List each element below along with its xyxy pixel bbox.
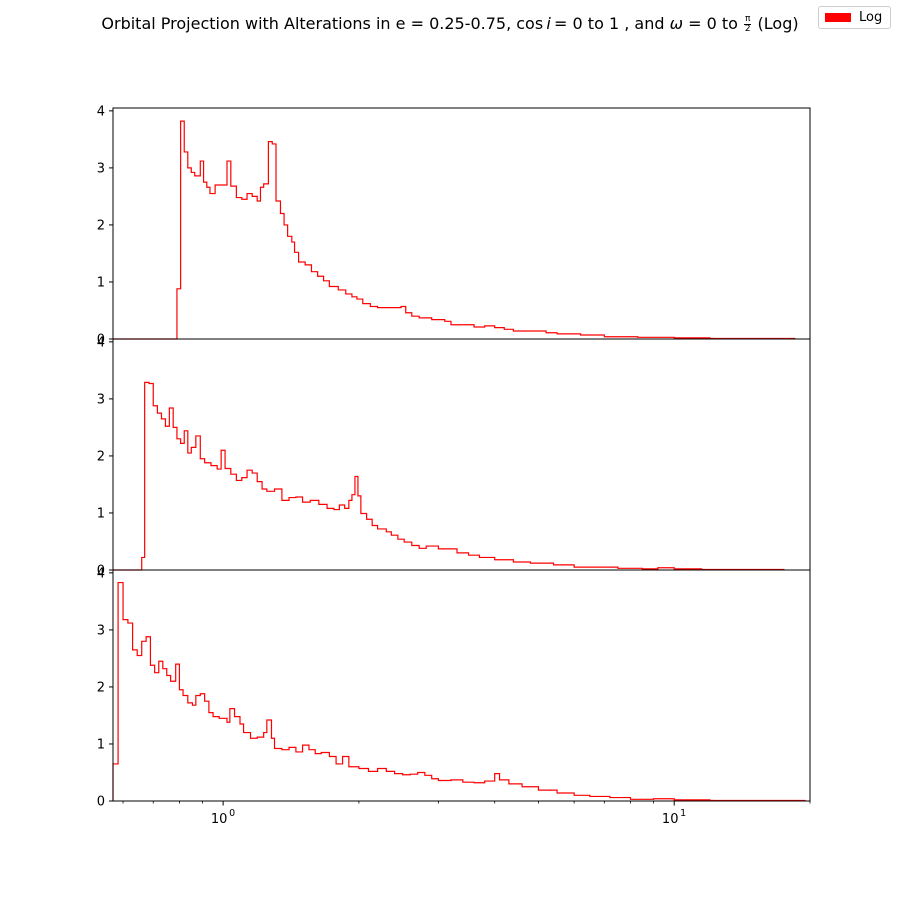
y-tick-label-2-2: 2 [97, 449, 105, 464]
title-frac-numerator: π [744, 14, 752, 25]
histogram-step-line-1 [113, 120, 796, 340]
y-tick-label-3-0: 0 [97, 795, 105, 810]
histogram-step-line-3 [112, 581, 806, 802]
histogram-panel-1: 0 1 2 3 4 [97, 104, 811, 348]
histogram-panel-2: 0 1 2 3 4 [97, 335, 811, 579]
y-tick-label-3-3: 3 [97, 623, 105, 638]
y-tick-label-2-4: 4 [97, 335, 105, 350]
axes-frame-2 [112, 338, 811, 571]
axes-frame-3 [112, 569, 811, 802]
x-tick-exponent-10: 1 [680, 808, 686, 819]
x-tick-label-1: 10 [211, 812, 228, 827]
title-mid: = 0 to 1 , and [554, 14, 665, 33]
histogram-panel-3: 0 1 2 3 4 [97, 566, 811, 810]
legend-swatch [825, 13, 851, 22]
y-tick-label-1-3: 3 [97, 161, 105, 176]
y-tick-label-1-0: 0 [97, 333, 105, 348]
title-suffix: (Log) [757, 14, 799, 33]
title-prefix: Orbital Projection with Alterations in e… [101, 14, 544, 33]
title-frac-denominator: 2 [744, 24, 751, 34]
x-tick-label-10: 10 [662, 812, 679, 827]
y-tick-label-1-1: 1 [97, 275, 105, 290]
legend-label: Log [859, 10, 883, 25]
y-tick-label-1-2: 2 [97, 218, 105, 233]
axes-frame-1 [112, 107, 811, 340]
title-after-omega: = 0 to [688, 14, 738, 33]
x-axis: 10 0 10 1 [122, 801, 811, 827]
y-tick-label-3-4: 4 [97, 566, 105, 581]
y-tick-label-2-3: 3 [97, 392, 105, 407]
chart-title: Orbital Projection with Alterations in e… [0, 14, 900, 34]
y-tick-label-2-0: 0 [97, 564, 105, 579]
y-tick-label-3-1: 1 [97, 737, 105, 752]
y-tick-label-1-4: 4 [97, 104, 105, 119]
title-var-i: i [546, 14, 551, 33]
x-tick-exponent-1: 0 [229, 808, 235, 819]
y-tick-label-3-2: 2 [97, 680, 105, 695]
histogram-step-line-2 [113, 381, 785, 571]
y-tick-label-2-1: 1 [97, 506, 105, 521]
legend: Log [818, 6, 892, 29]
title-omega: ω [669, 14, 683, 33]
